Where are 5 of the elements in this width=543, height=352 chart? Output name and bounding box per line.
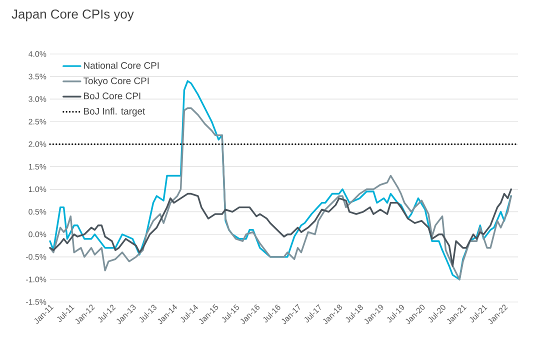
legend-label: Tokyo Core CPI: [83, 77, 149, 86]
legend-label: National Core CPI: [84, 62, 159, 69]
chart-title: Japan Core CPIs yoy: [12, 10, 134, 22]
legend-label: BoJ Infl. target: [84, 108, 146, 116]
legend-label: BoJ Core CPI: [84, 92, 140, 100]
